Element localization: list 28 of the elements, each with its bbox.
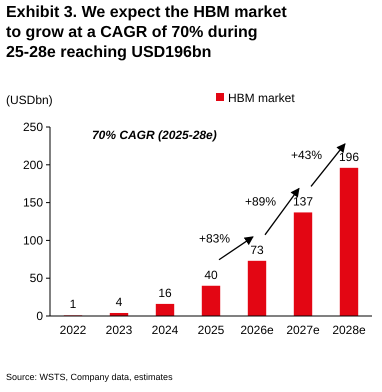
chart-title: Exhibit 3. We expect the HBM market to grow at a CAGR of 70% during 25-28e reaching USD196bn — [6, 4, 288, 61]
x-tick-label: 2022 — [60, 323, 87, 337]
x-tick-label: 2027e — [286, 323, 320, 337]
annotation: +89% — [244, 194, 276, 209]
data-label: 196 — [338, 150, 360, 164]
y-axis-title: (USDbn) — [6, 93, 53, 107]
data-label: 16 — [158, 286, 172, 300]
x-tick-label: 2025 — [198, 323, 225, 337]
annotation: 70% CAGR (2025-28e) — [92, 128, 217, 142]
x-tick-label: 2023 — [106, 323, 133, 337]
legend-label: HBM market — [228, 91, 296, 105]
y-tick-label: 100 — [22, 233, 44, 248]
y-tick-label: 200 — [22, 158, 44, 172]
annotation: +83% — [198, 231, 230, 246]
data-label: 4 — [116, 294, 123, 309]
data-label: 1 — [70, 297, 77, 312]
x-tick-label: 2026e — [240, 323, 274, 337]
y-tick-label: 150 — [22, 196, 44, 210]
data-label: 73 — [250, 242, 264, 257]
annotation: +43% — [290, 148, 322, 162]
data-label: 137 — [292, 194, 314, 208]
y-tick-label: 250 — [22, 120, 44, 134]
y-tick-label: 50 — [30, 271, 44, 286]
data-label: 40 — [204, 268, 218, 282]
y-tick-label: 0 — [36, 309, 44, 323]
source-note: Source: WSTS, Company data, estimates — [6, 372, 174, 382]
x-tick-label: 2024 — [152, 323, 179, 337]
x-tick-label: 2028e — [332, 323, 366, 337]
